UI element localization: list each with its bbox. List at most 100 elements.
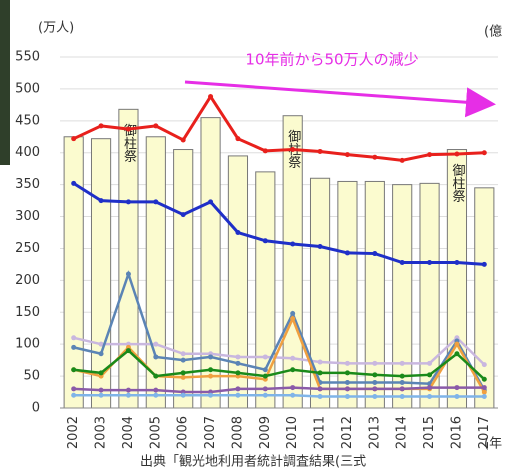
point bbox=[153, 342, 158, 347]
x-tick-label: 2016 bbox=[449, 416, 464, 449]
x-tick-label: 2003 bbox=[94, 416, 109, 449]
point bbox=[372, 155, 377, 160]
point bbox=[235, 386, 240, 391]
point bbox=[99, 198, 104, 203]
point bbox=[181, 212, 186, 217]
point bbox=[454, 260, 459, 265]
point bbox=[400, 374, 405, 379]
point bbox=[345, 250, 350, 255]
point bbox=[482, 377, 487, 382]
x-tick-label: 2009 bbox=[258, 416, 273, 449]
point bbox=[235, 361, 240, 366]
point bbox=[482, 394, 487, 399]
point bbox=[99, 388, 104, 393]
point bbox=[235, 136, 240, 141]
x-tick-label: 2006 bbox=[176, 416, 191, 449]
photo-edge bbox=[0, 0, 10, 165]
point bbox=[482, 262, 487, 267]
point bbox=[263, 148, 268, 153]
point bbox=[372, 380, 377, 385]
y-tick-label: 250 bbox=[15, 241, 40, 256]
bar bbox=[228, 156, 247, 408]
bar bbox=[201, 118, 220, 408]
point bbox=[99, 370, 104, 375]
point bbox=[208, 354, 213, 359]
x-tick-label: 2014 bbox=[395, 416, 410, 449]
point bbox=[181, 137, 186, 142]
point bbox=[400, 260, 405, 265]
y2-axis-label: (億 bbox=[484, 24, 502, 40]
annotation-arrow bbox=[185, 82, 490, 104]
y-tick-label: 50 bbox=[23, 369, 40, 384]
point bbox=[290, 385, 295, 390]
point bbox=[181, 370, 186, 375]
y-axis-label: (万人) bbox=[38, 21, 74, 36]
point bbox=[318, 360, 323, 365]
point bbox=[99, 123, 104, 128]
point bbox=[454, 152, 459, 157]
point bbox=[482, 150, 487, 155]
y-tick-label: 400 bbox=[15, 145, 40, 160]
point bbox=[153, 123, 158, 128]
point bbox=[235, 230, 240, 235]
point bbox=[400, 394, 405, 399]
point bbox=[290, 147, 295, 152]
point bbox=[71, 136, 76, 141]
point bbox=[482, 385, 487, 390]
x-tick-label: 2002 bbox=[66, 416, 81, 449]
point bbox=[482, 390, 487, 395]
point bbox=[126, 271, 131, 276]
point bbox=[71, 367, 76, 372]
y-tick-label: 450 bbox=[15, 113, 40, 128]
point bbox=[372, 361, 377, 366]
point bbox=[153, 388, 158, 393]
x-tick-label: 2015 bbox=[422, 416, 437, 449]
point bbox=[181, 358, 186, 363]
point bbox=[99, 351, 104, 356]
point bbox=[290, 311, 295, 316]
point bbox=[153, 374, 158, 379]
point bbox=[208, 94, 213, 99]
point bbox=[482, 362, 487, 367]
point bbox=[372, 372, 377, 377]
x-tick-label: 2008 bbox=[230, 416, 245, 449]
point bbox=[235, 370, 240, 375]
x-tick-label: 2007 bbox=[203, 416, 218, 449]
point bbox=[235, 354, 240, 359]
point bbox=[99, 393, 104, 398]
point bbox=[153, 393, 158, 398]
y-tick-label: 0 bbox=[32, 401, 40, 416]
y-tick-label: 100 bbox=[15, 337, 40, 352]
y-tick-label: 500 bbox=[15, 81, 40, 96]
point bbox=[372, 251, 377, 256]
point bbox=[427, 385, 432, 390]
point bbox=[400, 386, 405, 391]
point bbox=[345, 380, 350, 385]
point bbox=[71, 335, 76, 340]
point bbox=[126, 348, 131, 353]
point bbox=[454, 394, 459, 399]
point bbox=[181, 393, 186, 398]
point bbox=[126, 388, 131, 393]
point bbox=[153, 199, 158, 204]
point bbox=[345, 386, 350, 391]
x-tick-label: 2012 bbox=[340, 416, 355, 449]
point bbox=[318, 370, 323, 375]
plot-layer bbox=[60, 57, 498, 408]
point bbox=[400, 158, 405, 163]
point bbox=[372, 386, 377, 391]
point bbox=[126, 393, 131, 398]
point bbox=[263, 354, 268, 359]
point bbox=[427, 372, 432, 377]
y-tick-label: 350 bbox=[15, 177, 40, 192]
point bbox=[263, 374, 268, 379]
point bbox=[153, 354, 158, 359]
point bbox=[318, 149, 323, 154]
point bbox=[345, 152, 350, 157]
bar bbox=[174, 150, 193, 408]
point bbox=[126, 127, 131, 132]
point bbox=[454, 342, 459, 347]
point bbox=[400, 380, 405, 385]
point bbox=[427, 260, 432, 265]
point bbox=[235, 393, 240, 398]
